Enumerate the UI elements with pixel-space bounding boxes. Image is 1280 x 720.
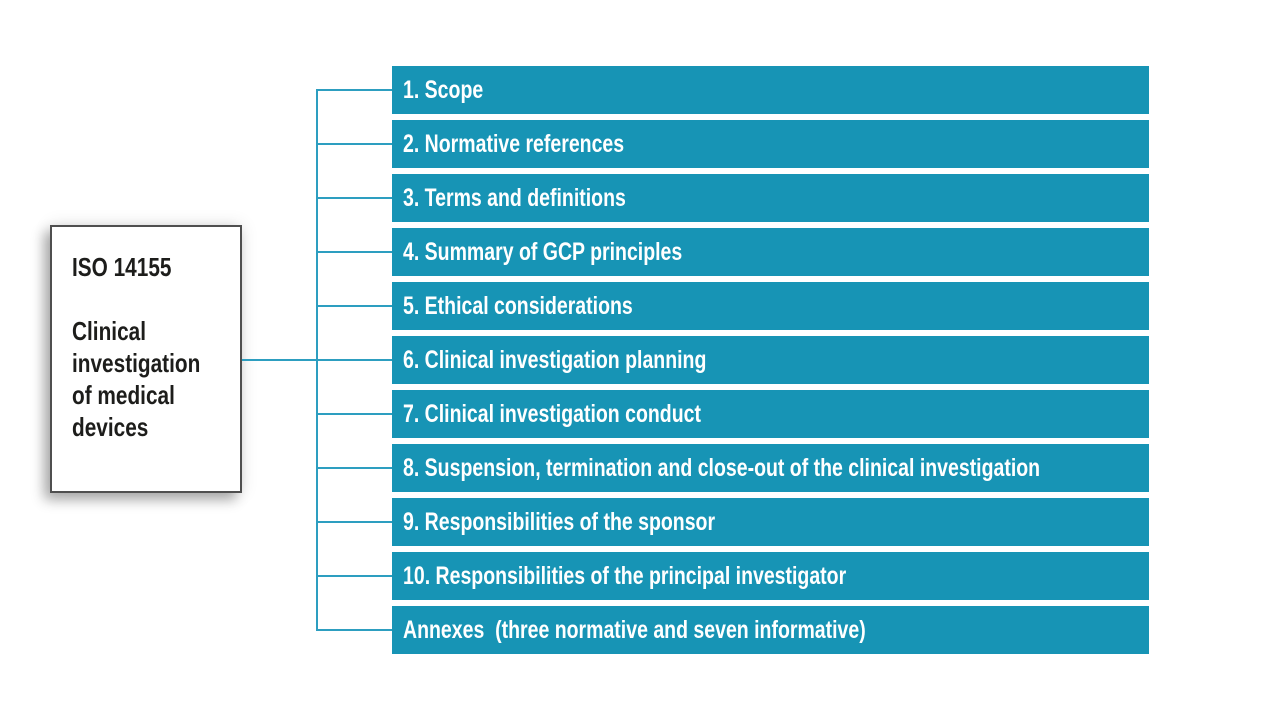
- section-bar-label: 9. Responsibilities of the sponsor: [403, 507, 716, 536]
- iso-standard-box: ISO 14155 Clinical investigation of medi…: [50, 225, 242, 493]
- section-bar-label: 6. Clinical investigation planning: [403, 345, 707, 374]
- iso-box-title-row: ISO 14155: [72, 251, 234, 283]
- section-bar-label: 3. Terms and definitions: [403, 183, 626, 212]
- section-bar-label: 7. Clinical investigation conduct: [403, 399, 701, 428]
- connector-branch-10: [316, 575, 392, 577]
- section-bar-investigator-responsibilities: 10. Responsibilities of the principal in…: [392, 552, 1149, 600]
- section-bar-annexes: Annexes (three normative and seven infor…: [392, 606, 1149, 654]
- connector-branch-3: [316, 197, 392, 199]
- section-bar-scope: 1. Scope: [392, 66, 1149, 114]
- section-bar-terms-definitions: 3. Terms and definitions: [392, 174, 1149, 222]
- section-bar-ethical-considerations: 5. Ethical considerations: [392, 282, 1149, 330]
- section-bar-gcp-principles: 4. Summary of GCP principles: [392, 228, 1149, 276]
- section-bar-label: 2. Normative references: [403, 129, 625, 158]
- connector-branch-annexes: [316, 629, 392, 631]
- connector-branch-1: [316, 89, 392, 91]
- section-bar-label: 8. Suspension, termination and close-out…: [403, 453, 1041, 482]
- section-bar-label: 1. Scope: [403, 75, 484, 104]
- iso-box-subtitle-line: devices: [72, 412, 149, 442]
- section-bar-label: 10. Responsibilities of the principal in…: [403, 561, 847, 590]
- connector-branch-4: [316, 251, 392, 253]
- connector-branch-8: [316, 467, 392, 469]
- section-bar-sponsor-responsibilities: 9. Responsibilities of the sponsor: [392, 498, 1149, 546]
- section-bar-label: 4. Summary of GCP principles: [403, 237, 683, 266]
- iso-box-subtitle: Clinical investigation of medical device…: [72, 315, 234, 443]
- section-bar-investigation-conduct: 7. Clinical investigation conduct: [392, 390, 1149, 438]
- connector-branch-7: [316, 413, 392, 415]
- iso-box-subtitle-line: Clinical: [72, 316, 146, 346]
- connector-branch-6-from-box: [242, 359, 392, 361]
- section-bar-label: Annexes (three normative and seven infor…: [403, 615, 866, 644]
- section-bar-suspension-termination: 8. Suspension, termination and close-out…: [392, 444, 1149, 492]
- iso-box-subtitle-line: investigation: [72, 348, 201, 378]
- section-bar-label: 5. Ethical considerations: [403, 291, 633, 320]
- iso-box-subtitle-line: of medical: [72, 380, 175, 410]
- connector-branch-2: [316, 143, 392, 145]
- section-bar-normative-references: 2. Normative references: [392, 120, 1149, 168]
- connector-branch-9: [316, 521, 392, 523]
- connector-branch-5: [316, 305, 392, 307]
- section-bar-investigation-planning: 6. Clinical investigation planning: [392, 336, 1149, 384]
- iso-box-title: ISO 14155: [72, 252, 172, 282]
